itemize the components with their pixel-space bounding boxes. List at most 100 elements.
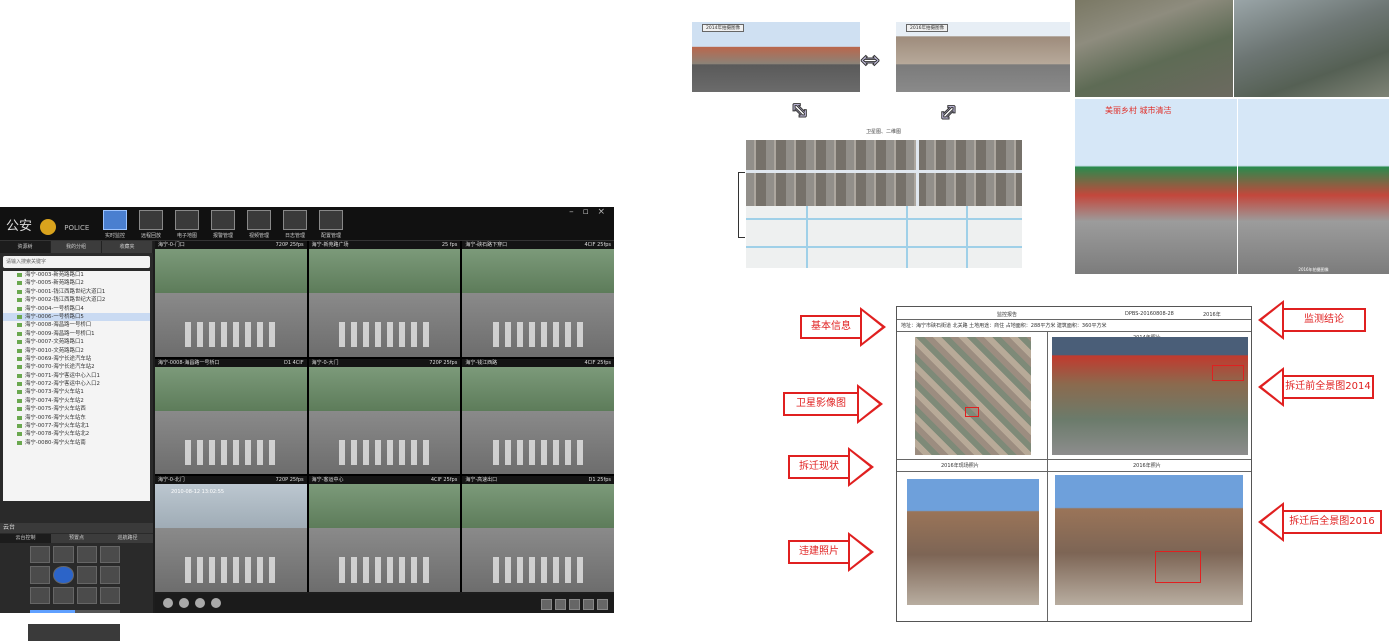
ptz-up-button[interactable] bbox=[53, 546, 74, 564]
tab-ptz-control[interactable]: 云台控制 bbox=[0, 534, 51, 543]
tab-cruise[interactable]: 巡航路径 bbox=[102, 534, 153, 543]
shopfront-photo-2: 2016年拍摄图像 bbox=[1238, 99, 1389, 274]
layout-1-icon[interactable] bbox=[541, 599, 552, 610]
log-icon bbox=[283, 210, 307, 230]
stream-info: D1 4CIF bbox=[284, 359, 304, 366]
camera-tree-item[interactable]: 海宁-0078-海宁火车站北2 bbox=[3, 430, 150, 438]
camera-tree-item[interactable]: 海宁-0003-新苑路路口1 bbox=[3, 271, 150, 279]
tab-resource-tree[interactable]: 资源树 bbox=[0, 241, 51, 253]
ptz-speed-slider[interactable] bbox=[30, 610, 120, 613]
tool-label: 日志管理 bbox=[284, 233, 305, 239]
volume-icon[interactable] bbox=[211, 598, 221, 608]
callout-text: 拆迁现状 bbox=[788, 455, 850, 479]
video-cell[interactable]: 海宁-高速出口 D1 25fps bbox=[462, 476, 614, 592]
tool-config[interactable]: 配置管理 bbox=[316, 208, 346, 240]
camera-tree-item[interactable]: 海宁-0008-海昌路一号桥口 bbox=[3, 321, 150, 329]
camera-tree-item[interactable]: 海宁-0072-海宁客运中心入口2 bbox=[3, 380, 150, 388]
tool-label: 配置管理 bbox=[320, 233, 341, 239]
stream-info: 720P 25fps bbox=[275, 242, 304, 248]
tool-emap[interactable]: 电子地图 bbox=[172, 208, 202, 240]
ptz-action-buttons[interactable] bbox=[28, 624, 120, 641]
scene-background bbox=[155, 249, 307, 293]
ptz-right-button[interactable] bbox=[76, 566, 97, 584]
layout-4-icon[interactable] bbox=[555, 599, 566, 610]
ptz-down-left-button[interactable] bbox=[30, 586, 51, 604]
camera-name: 海宁-0008-海昌路一号桥口 bbox=[158, 359, 220, 366]
tool-video-manage[interactable]: 视频管理 bbox=[244, 208, 274, 240]
video-cell[interactable]: 海宁-新苑路广场 25 fps bbox=[308, 241, 461, 357]
report-meta: 地址：海宁市硖石街道 北关路 土地用途：商住 占地面积：288平方米 建筑面积：… bbox=[901, 323, 1107, 329]
camera-tree-item[interactable]: 海宁-0004-一号桥路口4 bbox=[3, 305, 150, 313]
scene-sky bbox=[155, 484, 307, 537]
video-grid: 海宁-0-门口 720P 25fps 海宁-新苑路广场 25 fps 海宁-硖石路下穿口… bbox=[155, 241, 614, 592]
map-road bbox=[746, 170, 1022, 173]
ptz-auto-button[interactable] bbox=[53, 566, 74, 584]
ptz-zoom-out-button[interactable] bbox=[99, 566, 120, 584]
video-cell[interactable]: 海宁-硖石路下穿口 4CIF 25fps bbox=[462, 241, 614, 357]
camera-name: 海宁-高速出口 bbox=[465, 477, 498, 484]
stream-info: 720P 25fps bbox=[275, 477, 304, 484]
ptz-left-button[interactable] bbox=[30, 566, 51, 584]
layout-16-icon[interactable] bbox=[583, 599, 594, 610]
location-marker bbox=[965, 407, 979, 417]
crosswalk bbox=[492, 557, 584, 583]
demolition-image-left bbox=[907, 479, 1039, 605]
camera-tree-item[interactable]: 海宁-0073-海宁火车站1 bbox=[3, 388, 150, 396]
camera-tree-item[interactable]: 海宁-0080-海宁火车站南 bbox=[3, 439, 150, 447]
tab-preset[interactable]: 预置点 bbox=[51, 534, 102, 543]
video-cell[interactable]: 海宁-0008-海昌路一号桥口 D1 4CIF bbox=[155, 358, 307, 475]
camera-tree-item[interactable]: 海宁-0075-海宁火车站西 bbox=[3, 405, 150, 413]
sidebar-tabs: 资源树 我的分组 收藏夹 bbox=[0, 241, 153, 253]
layout-9-icon[interactable] bbox=[569, 599, 580, 610]
tool-label: 电子地图 bbox=[176, 233, 197, 239]
video-cell[interactable]: 海宁-0-门口 720P 25fps bbox=[155, 241, 307, 357]
map-road bbox=[966, 206, 968, 268]
camera-tree-item[interactable]: 海宁-0007-文苑路路口1 bbox=[3, 338, 150, 346]
video-cell[interactable]: 海宁-钱江西路 4CIF 25fps bbox=[462, 358, 614, 475]
ptz-focus-button[interactable] bbox=[99, 586, 120, 604]
record-icon[interactable] bbox=[179, 598, 189, 608]
tool-playback[interactable]: 远程回放 bbox=[136, 208, 166, 240]
video-cell[interactable]: 海宁-客运中心 4CIF 25fps bbox=[308, 476, 461, 592]
tab-my-groups[interactable]: 我的分组 bbox=[51, 241, 102, 253]
satellite-map bbox=[746, 140, 1022, 206]
fullscreen-icon[interactable] bbox=[597, 599, 608, 610]
video-cell[interactable]: 海宁-0-大门 720P 25fps bbox=[308, 358, 461, 475]
tool-alarm[interactable]: 报警管理 bbox=[208, 208, 238, 240]
tool-live-view[interactable]: 实时监控 bbox=[100, 208, 130, 240]
video-cell[interactable]: 海宁-0-北门 720P 25fps 2010-08-12 13:02:55 bbox=[155, 476, 307, 592]
camera-tree-item[interactable]: 海宁-0005-新苑路路口2 bbox=[3, 279, 150, 287]
camera-tree-item[interactable]: 海宁-0071-海宁客运中心入口1 bbox=[3, 372, 150, 380]
tool-log[interactable]: 日志管理 bbox=[280, 208, 310, 240]
camera-tree-item[interactable]: 海宁-0010-文苑路路口2 bbox=[3, 347, 150, 355]
ptz-zoom-in-button[interactable] bbox=[99, 546, 120, 564]
ptz-up-left-button[interactable] bbox=[30, 546, 51, 564]
camera-tree-item[interactable]: 海宁-0069-海宁长途汽车站 bbox=[3, 355, 150, 363]
tab-favorites[interactable]: 收藏夹 bbox=[102, 241, 153, 253]
scene-background bbox=[462, 249, 614, 293]
camera-tree-item[interactable]: 海宁-0076-海宁火车站东 bbox=[3, 414, 150, 422]
arrow-right-icon bbox=[860, 307, 886, 347]
tool-label: 视频管理 bbox=[248, 233, 269, 239]
resource-sidebar: 资源树 我的分组 收藏夹 请输入搜索关键字 海宁-0003-新苑路路口1 海宁-0… bbox=[0, 241, 153, 641]
stop-all-icon[interactable] bbox=[163, 598, 173, 608]
ptz-down-button[interactable] bbox=[53, 586, 74, 604]
camera-tree-item[interactable]: 海宁-0074-海宁火车站2 bbox=[3, 397, 150, 405]
camera-tree-item[interactable]: 海宁-0002-钱江西路世纪大道口2 bbox=[3, 296, 150, 304]
snapshot-icon[interactable] bbox=[195, 598, 205, 608]
camera-search-input[interactable]: 请输入搜索关键字 bbox=[3, 256, 150, 268]
window-controls[interactable]: – ▫ × bbox=[569, 207, 608, 217]
camera-tree-item[interactable]: 海宁-0077-海宁火车站北1 bbox=[3, 422, 150, 430]
camera-tree-item[interactable]: 海宁-0070-海宁长途汽车站2 bbox=[3, 363, 150, 371]
camera-tree-item[interactable]: 海宁-0009-海昌路一号桥口1 bbox=[3, 330, 150, 338]
ptz-down-right-button[interactable] bbox=[76, 586, 97, 604]
crosswalk bbox=[492, 439, 584, 466]
camera-tree-item[interactable]: 海宁-0006-一号桥路口5 bbox=[3, 312, 150, 322]
street-photo-after: 2016年拍摄图像 bbox=[896, 22, 1070, 92]
video-caption: 海宁-0-门口 720P 25fps bbox=[155, 241, 307, 249]
callout-text: 监测结论 bbox=[1282, 308, 1366, 332]
ptz-up-right-button[interactable] bbox=[76, 546, 97, 564]
camera-tree-item[interactable]: 海宁-0001-钱江西路世纪大道口1 bbox=[3, 288, 150, 296]
scene-background bbox=[308, 484, 461, 529]
map-bracket bbox=[738, 172, 745, 238]
